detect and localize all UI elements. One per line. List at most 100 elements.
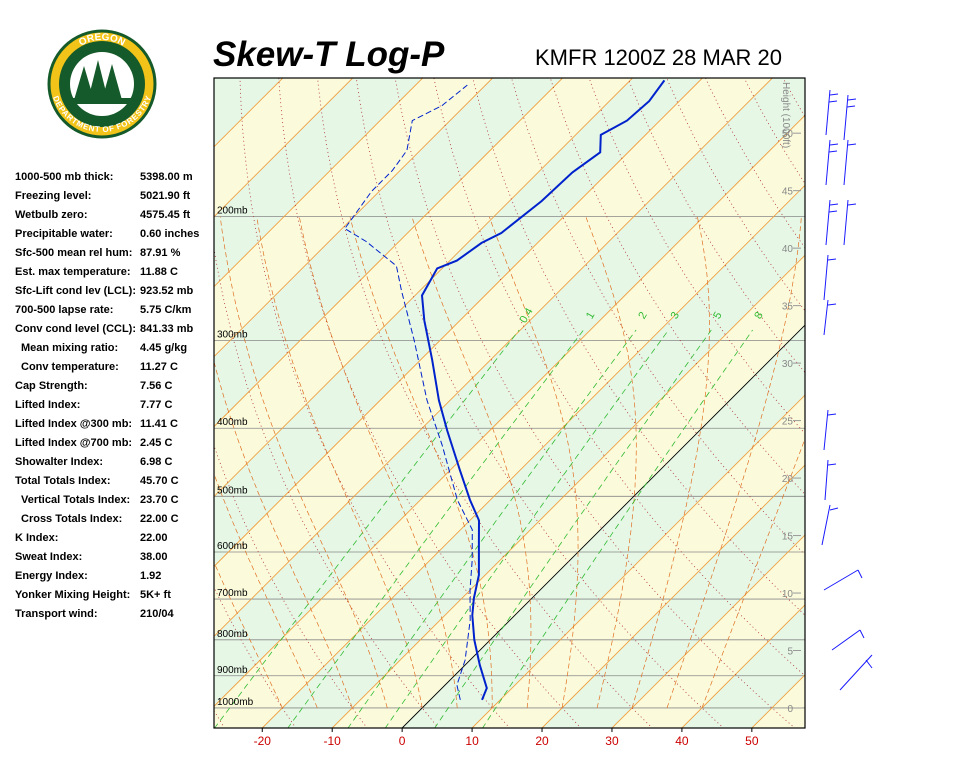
stat-label: Sfc-Lift cond lev (LCL): xyxy=(15,285,136,297)
isotherm xyxy=(214,78,773,638)
isotherm xyxy=(611,534,805,728)
stat-value: 841.33 mb xyxy=(140,323,193,335)
temperature-line xyxy=(420,79,666,701)
dry-adiabat xyxy=(278,78,582,728)
chart-title: Skew-T Log-P xyxy=(213,35,445,74)
stat-label: Wetbulb zero: xyxy=(15,209,88,221)
pressure-label: 700mb xyxy=(217,588,248,599)
pressure-label: 1000mb xyxy=(217,697,254,708)
isotherm-band xyxy=(214,78,805,707)
x-tick-label: -20 xyxy=(254,734,272,748)
stat-label: Sfc-500 mean rel hum: xyxy=(15,247,132,259)
pressure-label: 300mb xyxy=(217,329,248,340)
stat-label: Lifted Index: xyxy=(15,399,80,411)
dry-adiabat xyxy=(214,246,439,728)
moist-adiabat xyxy=(631,216,710,709)
moist-adiabat xyxy=(298,216,458,708)
moist-adiabat xyxy=(488,216,579,708)
height-tick-label: 35 xyxy=(782,302,794,313)
dry-adiabat xyxy=(549,78,805,495)
mixing-ratio-label: 1 xyxy=(584,310,597,321)
stat-value: 5K+ ft xyxy=(140,589,171,601)
plot-frame xyxy=(213,77,806,729)
dry-adiabat xyxy=(588,78,805,435)
isotherm xyxy=(471,394,805,728)
height-tick-label: 40 xyxy=(782,244,794,255)
dry-adiabat xyxy=(927,61,960,729)
x-tick-label: 20 xyxy=(535,734,549,748)
moist-adiabat xyxy=(585,216,637,708)
stat-value: 923.52 mb xyxy=(140,285,193,297)
stat-value: 11.41 C xyxy=(140,418,178,430)
dry-adiabat xyxy=(850,61,960,729)
logo: OREGON DEPARTMENT OF FORESTRY xyxy=(47,29,157,139)
stat-label: Total Totals Index: xyxy=(15,475,111,487)
height-tick-label: 5 xyxy=(787,647,793,658)
stat-label: Est. max temperature: xyxy=(15,266,131,278)
stat-value: 2.45 C xyxy=(140,437,172,449)
dry-adiabat xyxy=(214,444,368,728)
dry-adiabat xyxy=(511,78,805,556)
stats-table: 1000-500 mb thick: 5398.00 m Freezing leve… xyxy=(15,171,199,620)
x-tick-label: 50 xyxy=(745,734,759,748)
stat-value: 11.27 C xyxy=(140,361,178,373)
moist-adiabat xyxy=(214,472,318,709)
stat-value: 5021.90 ft xyxy=(140,190,190,202)
stat-value: 210/04 xyxy=(140,608,175,620)
isotherm xyxy=(822,78,960,728)
mixing-ratio-label: 3 xyxy=(669,310,682,321)
isotherm xyxy=(214,78,493,358)
stat-label: K Index: xyxy=(15,532,58,544)
stat-value: 22.00 C xyxy=(140,513,179,525)
stat-value: 5.75 C/km xyxy=(140,304,192,316)
isotherm-band xyxy=(214,115,805,728)
moist-adiabat xyxy=(214,561,283,709)
stat-label: Yonker Mixing Height: xyxy=(15,589,130,601)
dry-adiabat xyxy=(317,78,653,728)
stat-value: 1.92 xyxy=(140,570,161,582)
mixing-ratio-label: 5 xyxy=(711,310,724,321)
dry-adiabat xyxy=(888,61,960,729)
plot xyxy=(214,61,960,729)
stat-label: Freezing level: xyxy=(15,190,91,202)
stat-value: 38.00 xyxy=(140,551,168,563)
height-tick-label: 15 xyxy=(782,532,794,543)
height-tick-label: 0 xyxy=(787,704,793,715)
stat-label: 700-500 lapse rate: xyxy=(15,304,113,316)
chart-subtitle: KMFR 1200Z 28 MAR 20 xyxy=(535,45,782,70)
stat-label: Transport wind: xyxy=(15,608,98,620)
wind-barbs xyxy=(821,89,873,691)
moist-adiabat xyxy=(214,360,353,709)
stat-value: 0.60 inches xyxy=(140,228,199,240)
x-tick-label: 10 xyxy=(465,734,479,748)
isotherm xyxy=(331,254,805,728)
isotherm xyxy=(681,604,805,728)
mixing-ratio-line xyxy=(347,329,637,728)
stat-value: 45.70 C xyxy=(140,475,179,487)
isotherm xyxy=(214,78,633,498)
height-tick-label: 25 xyxy=(782,417,794,428)
height-tick-label: 30 xyxy=(782,359,794,370)
isotherm xyxy=(261,184,805,728)
height-tick-label: 45 xyxy=(782,187,794,198)
height-tick-label: 50 xyxy=(782,129,794,140)
moist-adiabat xyxy=(219,216,388,709)
mixing-ratio-line xyxy=(482,329,753,728)
axes: 1000mb 900mb 800mb 700mb 600mb 500mb 400mb 300m… xyxy=(217,82,801,748)
mixing-ratio-line xyxy=(287,329,584,728)
x-tick-label: 0 xyxy=(399,734,406,748)
stat-label: Lifted Index @300 mb: xyxy=(15,418,132,430)
moist-adiabat xyxy=(411,216,532,708)
stat-value: 5398.00 m xyxy=(140,171,193,183)
moist-adiabat xyxy=(256,216,423,708)
pressure-label: 900mb xyxy=(217,665,248,676)
pressure-label: 600mb xyxy=(217,541,248,552)
isotherm xyxy=(401,324,805,728)
stat-label: Energy Index: xyxy=(15,570,88,582)
mixing-ratio-line xyxy=(214,329,520,728)
moist-adiabat xyxy=(666,216,802,709)
stat-value: 4575.45 ft xyxy=(140,209,190,221)
x-tick-label: -10 xyxy=(324,734,342,748)
isotherm xyxy=(214,78,703,568)
